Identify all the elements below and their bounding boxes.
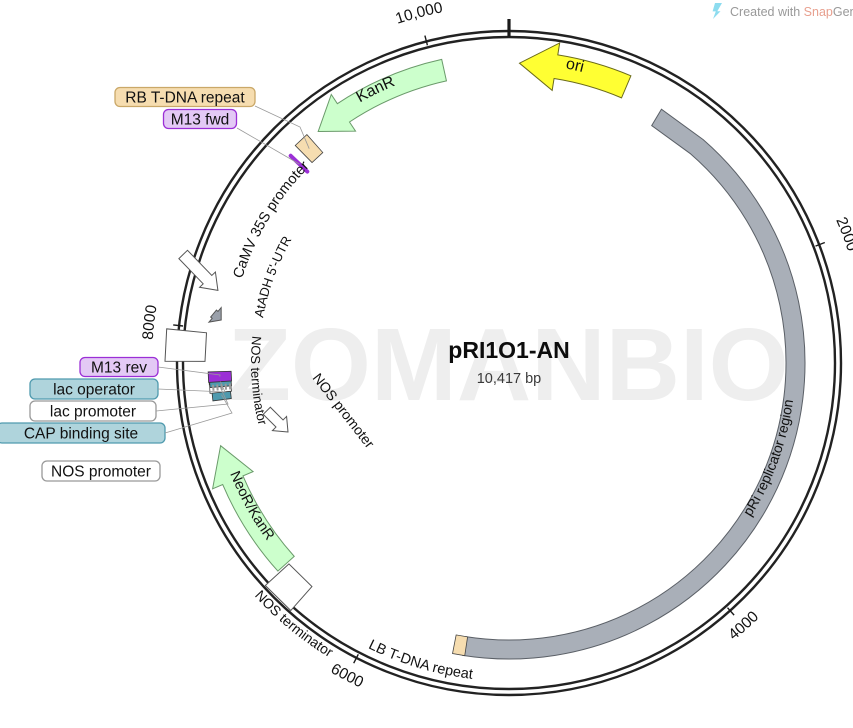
svg-text:CAP binding site: CAP binding site — [24, 426, 138, 443]
svg-text:M13 rev: M13 rev — [91, 360, 147, 377]
svg-text:ZOMANBIO: ZOMANBIO — [228, 307, 789, 422]
svg-text:M13 fwd: M13 fwd — [171, 112, 230, 129]
svg-text:10,417 bp: 10,417 bp — [477, 371, 542, 387]
svg-text:8000: 8000 — [140, 303, 161, 340]
svg-text:Created with SnapGene®: Created with SnapGene® — [730, 5, 853, 19]
svg-text:10,000: 10,000 — [393, 0, 444, 28]
svg-text:4000: 4000 — [725, 608, 762, 644]
svg-text:lac operator: lac operator — [53, 382, 135, 399]
svg-text:NOS promoter: NOS promoter — [51, 464, 151, 481]
svg-text:6000: 6000 — [328, 660, 367, 691]
svg-text:pRI1O1-AN: pRI1O1-AN — [448, 337, 569, 363]
svg-text:RB T-DNA repeat: RB T-DNA repeat — [125, 90, 245, 107]
svg-text:lac promoter: lac promoter — [50, 404, 136, 421]
svg-text:2000: 2000 — [832, 215, 853, 254]
